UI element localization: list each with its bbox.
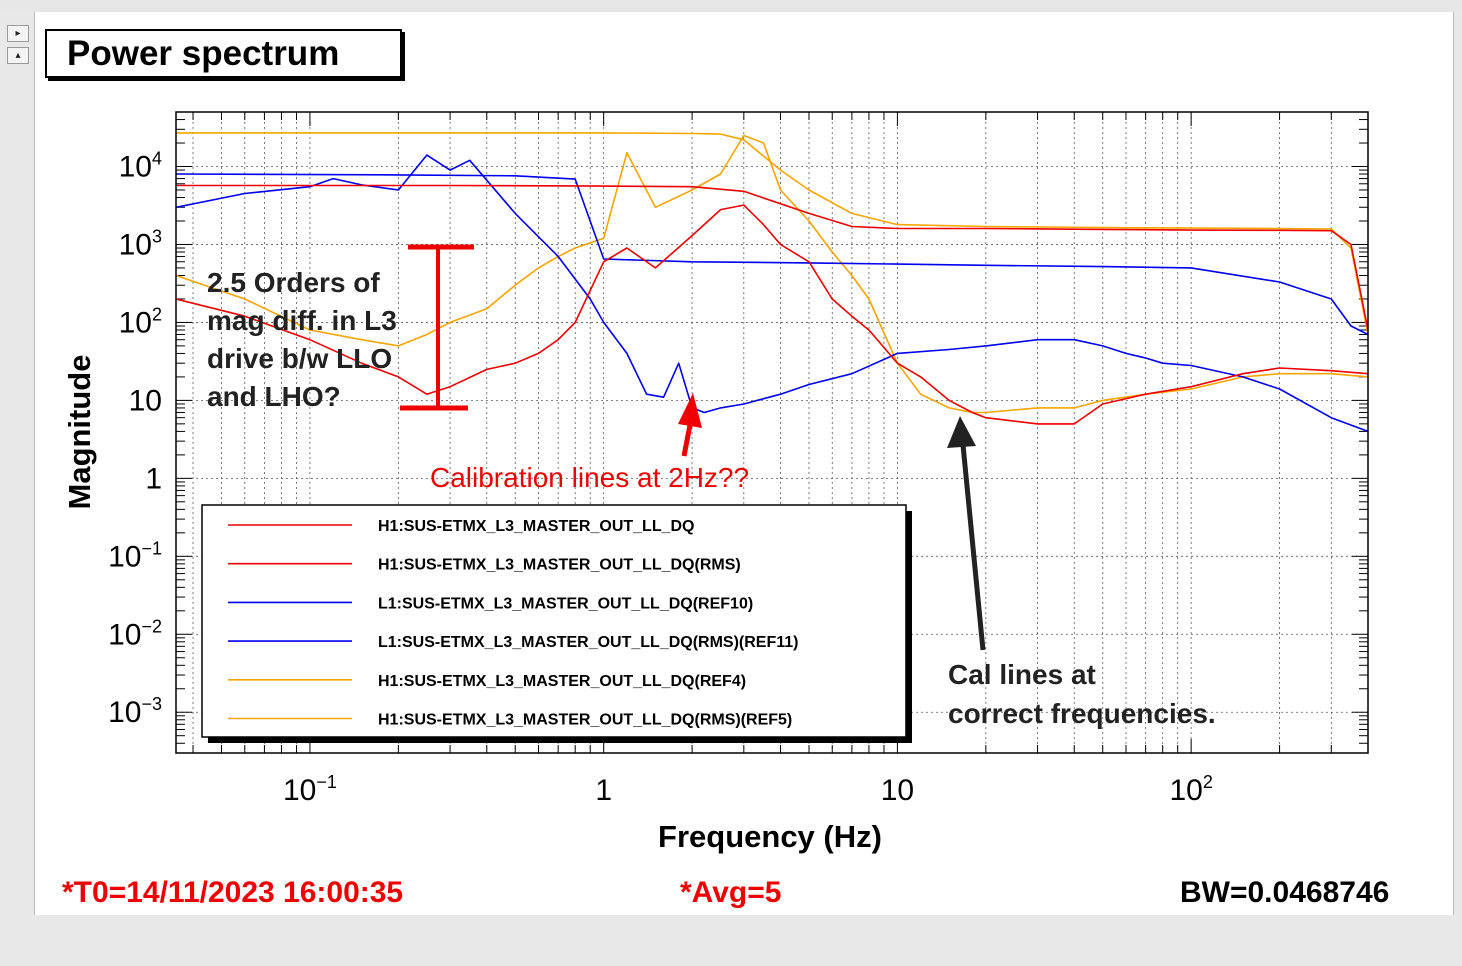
t0-label: *T0=14/11/2023 16:00:35 [62, 876, 404, 909]
grid [176, 112, 1369, 753]
annotation-text: correct frequencies. [948, 698, 1216, 729]
x-tick-label: 1 [595, 774, 612, 807]
series-line [176, 173, 1368, 336]
y-axis-label: Magnitude [62, 355, 97, 510]
y-tick-label: 1 [145, 462, 162, 495]
legend: H1:SUS-ETMX_L3_MASTER_OUT_LL_DQ H1:SUS-ET… [201, 504, 912, 743]
legend-label: L1:SUS-ETMX_L3_MASTER_OUT_LL_DQ(RMS)(REF… [378, 634, 799, 651]
annotation-text: 2.5 Orders of [207, 267, 380, 298]
x-tick-label: 102 [1169, 772, 1212, 807]
annotation-calibration: Calibration lines at 2Hz?? [430, 393, 749, 493]
arrow-shaft [681, 419, 694, 457]
annotation-text: and LHO? [207, 381, 341, 412]
legend-label: H1:SUS-ETMX_L3_MASTER_OUT_LL_DQ(RMS) [378, 557, 741, 574]
expand-right-icon[interactable]: ▸ [7, 25, 29, 42]
y-tick-label: 10−2 [108, 616, 162, 651]
arrow-head [678, 393, 702, 428]
page-title: Power spectrum [67, 34, 340, 73]
arrow-shaft [960, 444, 986, 651]
x-tick-label: 10−1 [283, 772, 337, 807]
legend-label: H1:SUS-ETMX_L3_MASTER_OUT_LL_DQ [378, 518, 695, 535]
x-tick-label: 10 [881, 774, 914, 807]
x-axis-label: Frequency (Hz) [658, 819, 882, 854]
avg-label: *Avg=5 [680, 876, 782, 909]
expand-up-icon[interactable]: ▴ [7, 47, 29, 64]
y-tick-label: 102 [119, 304, 162, 339]
annotation-orders: 2.5 Orders of mag diff. in L3 drive b/w LL… [207, 244, 474, 412]
legend-label: H1:SUS-ETMX_L3_MASTER_OUT_LL_DQ(REF4) [378, 673, 746, 690]
annotation-cal-lines: Cal lines at correct frequencies. [947, 416, 1216, 729]
annotation-text: drive b/w LLO [207, 343, 392, 374]
annotation-text: mag diff. in L3 [207, 305, 397, 336]
title-box: Power spectrum [45, 29, 402, 78]
arrow-head [947, 416, 976, 448]
y-tick-label: 10 [129, 384, 162, 417]
y-tick-label: 103 [119, 226, 162, 261]
y-tick-label: 104 [119, 148, 162, 183]
series-line [176, 204, 1368, 425]
series-line [176, 132, 1368, 335]
y-tick-label: 10−3 [108, 694, 162, 729]
legend-label: L1:SUS-ETMX_L3_MASTER_OUT_LL_DQ(REF10) [378, 595, 753, 612]
y-tick-label: 10−1 [108, 538, 162, 573]
legend-box [201, 504, 907, 738]
series-line [176, 184, 1368, 331]
annotation-text: Calibration lines at 2Hz?? [430, 462, 749, 493]
plot-frame [175, 111, 1369, 754]
series-line [176, 134, 1368, 414]
series-group [176, 132, 1368, 433]
annotation-text: Cal lines at [948, 659, 1096, 690]
legend-label: H1:SUS-ETMX_L3_MASTER_OUT_LL_DQ(RMS)(REF… [378, 712, 792, 729]
series-line [176, 154, 1368, 433]
bw-label: BW=0.0468746 [1180, 876, 1390, 909]
top-strip [0, 0, 1462, 12]
